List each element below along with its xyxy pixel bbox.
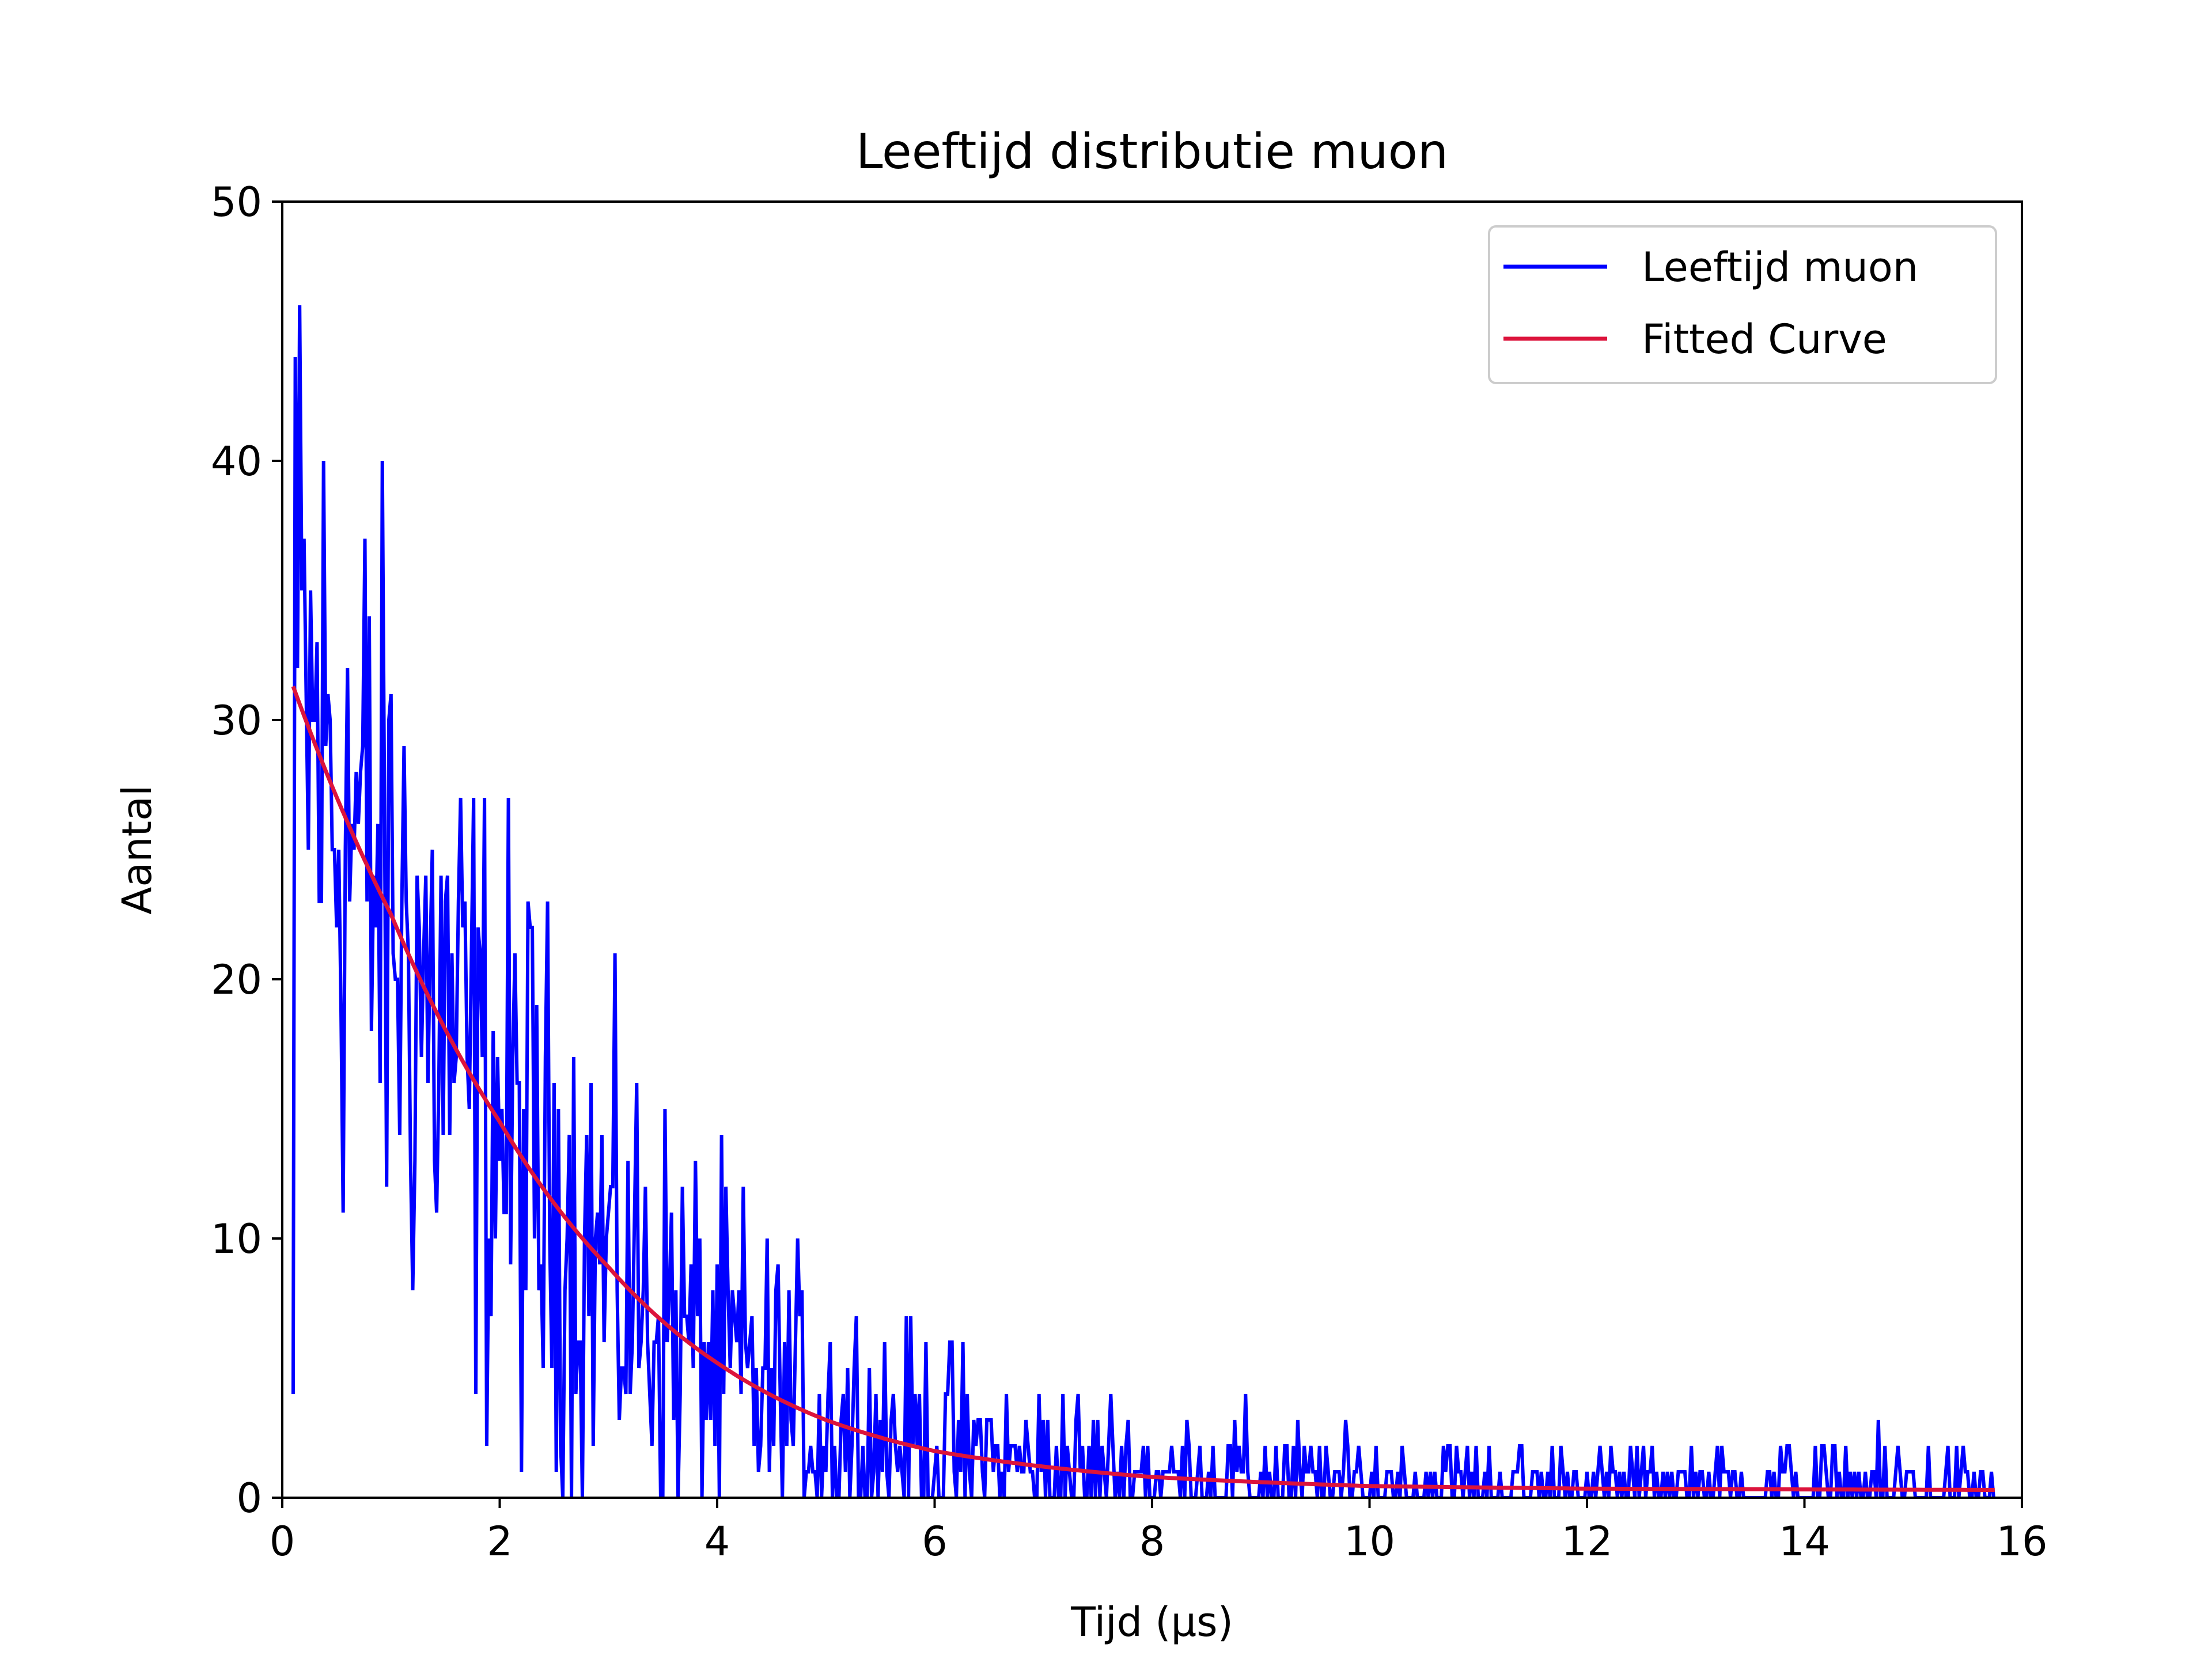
x-tick-label: 0 (270, 1518, 296, 1565)
y-axis-label: Aantal (113, 785, 161, 915)
x-tick-label: 16 (1996, 1518, 2047, 1565)
y-tick-label: 0 (236, 1475, 262, 1522)
x-tick-label: 14 (1779, 1518, 1830, 1565)
y-tick-label: 50 (211, 179, 262, 226)
y-tick-label: 30 (211, 697, 262, 744)
x-tick-label: 2 (487, 1518, 513, 1565)
legend-label-leeftijd-muon: Leeftijd muon (1642, 244, 1918, 291)
series-layer (291, 305, 1995, 1498)
legend-box (1488, 225, 1997, 384)
legend-label-fitted-curve: Fitted Curve (1642, 316, 1887, 363)
x-tick-label: 10 (1344, 1518, 1395, 1565)
x-axis-ticks: 0 2 4 6 8 10 12 14 16 (270, 1498, 2048, 1565)
x-tick-label: 8 (1139, 1518, 1165, 1565)
y-axis-ticks: 0 10 20 30 40 50 (211, 179, 282, 1522)
chart-title: Leeftijd distributie muon (856, 123, 1449, 180)
y-tick-label: 40 (211, 438, 262, 485)
x-tick-label: 12 (1561, 1518, 1612, 1565)
series-line-fitted-curve (291, 685, 1995, 1492)
x-tick-label: 4 (704, 1518, 730, 1565)
x-axis-label: Tijd (μs) (1070, 1599, 1233, 1646)
y-tick-label: 10 (211, 1215, 262, 1263)
y-tick-label: 20 (211, 956, 262, 1003)
legend: Leeftijd muon Fitted Curve (1488, 225, 1997, 384)
x-tick-label: 6 (922, 1518, 948, 1565)
